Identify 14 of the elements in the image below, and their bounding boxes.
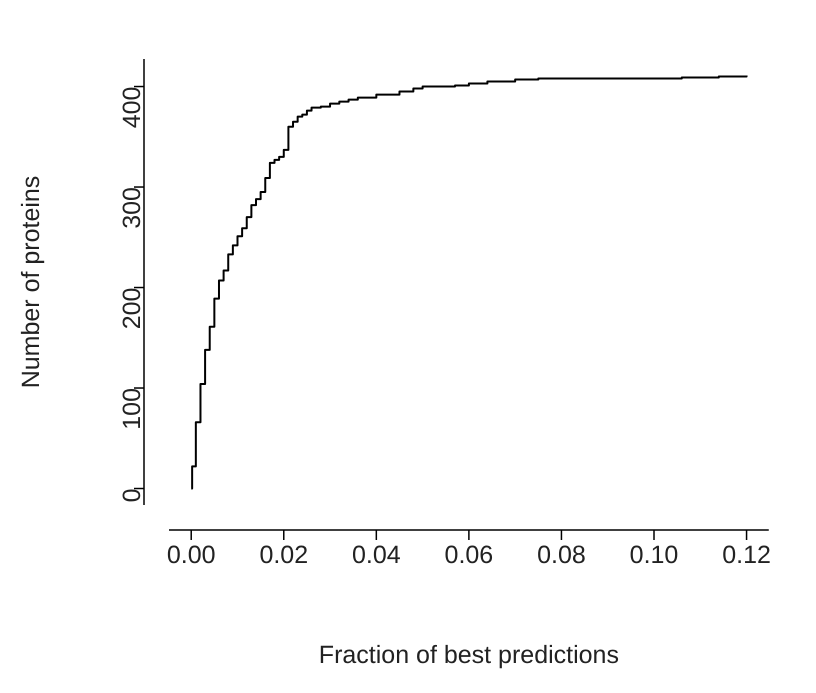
- y-tick-label: 100: [118, 388, 146, 430]
- x-tick-label: 0.12: [722, 540, 771, 569]
- x-tick-label: 0.02: [259, 540, 308, 569]
- y-tick-label: 400: [118, 86, 146, 128]
- x-tick-label: 0.00: [166, 540, 216, 569]
- x-tick-label: 0.08: [537, 540, 586, 569]
- y-tick-label: 0: [118, 488, 146, 502]
- x-tick-label: 0.06: [444, 540, 494, 569]
- x-tick-label: 0.10: [630, 540, 678, 569]
- x-axis-title: Fraction of best predictions: [318, 640, 619, 669]
- y-tick-label: 200: [118, 288, 146, 330]
- y-axis-title: Number of proteins: [16, 176, 45, 388]
- x-tick-label: 0.04: [352, 540, 401, 569]
- y-tick-label: 300: [118, 187, 146, 229]
